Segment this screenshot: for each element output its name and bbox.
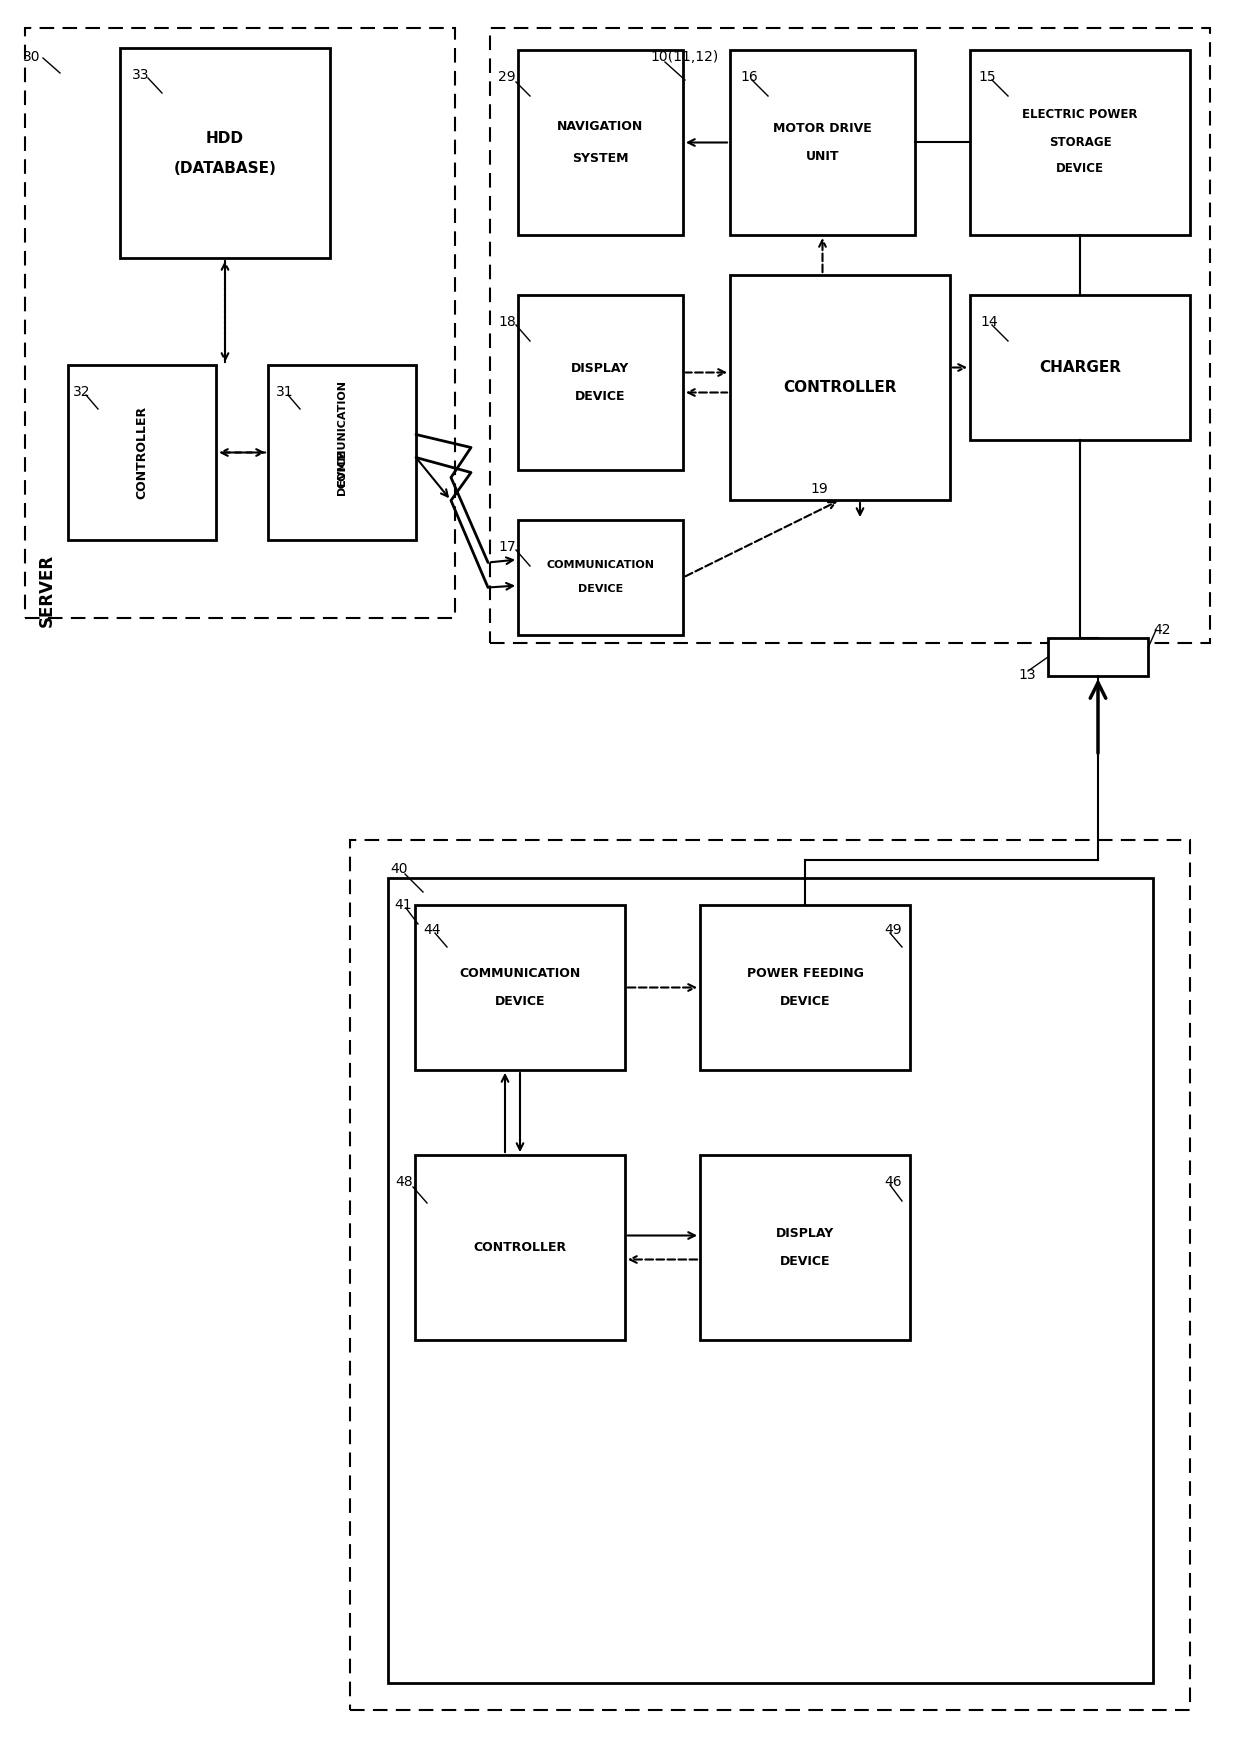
Text: 19: 19	[810, 481, 828, 495]
Text: 17: 17	[498, 541, 516, 555]
Bar	[388, 877, 1153, 1683]
Bar	[518, 295, 683, 469]
Bar	[415, 1155, 625, 1339]
Bar	[120, 49, 330, 258]
Bar	[701, 1155, 910, 1339]
Bar	[518, 520, 683, 635]
Text: COMMUNICATION: COMMUNICATION	[459, 966, 580, 980]
Text: 46: 46	[884, 1175, 901, 1189]
Text: 32: 32	[73, 385, 91, 399]
Text: DEVICE: DEVICE	[1056, 162, 1104, 174]
Text: 18: 18	[498, 316, 516, 330]
Text: HDD: HDD	[206, 131, 244, 146]
Text: CONTROLLER: CONTROLLER	[135, 406, 149, 499]
Text: (DATABASE): (DATABASE)	[174, 162, 277, 176]
Text: 40: 40	[391, 862, 408, 875]
Text: NAVIGATION: NAVIGATION	[557, 120, 644, 133]
Bar	[268, 364, 415, 541]
Text: DEVICE: DEVICE	[780, 996, 831, 1008]
Text: COMMUNICATION: COMMUNICATION	[547, 560, 655, 570]
Text: 31: 31	[277, 385, 294, 399]
Bar	[68, 364, 216, 541]
Text: ELECTRIC POWER: ELECTRIC POWER	[1022, 108, 1138, 120]
Text: STORAGE: STORAGE	[1049, 136, 1111, 148]
Bar	[970, 295, 1190, 439]
Text: DEVICE: DEVICE	[575, 391, 626, 403]
Text: DEVICE: DEVICE	[578, 584, 624, 595]
Bar	[518, 51, 683, 235]
Bar	[970, 51, 1190, 235]
Text: 13: 13	[1018, 668, 1035, 682]
Text: 30: 30	[24, 51, 41, 65]
Text: SERVER: SERVER	[38, 553, 56, 626]
Text: DISPLAY: DISPLAY	[572, 363, 630, 375]
Bar	[1048, 638, 1148, 677]
Bar	[25, 28, 455, 617]
Text: 42: 42	[1153, 623, 1171, 637]
Text: 44: 44	[423, 923, 440, 937]
Bar	[490, 28, 1210, 644]
Text: 14: 14	[980, 316, 998, 330]
Text: 41: 41	[394, 898, 412, 912]
Bar	[350, 841, 1190, 1711]
Text: DISPLAY: DISPLAY	[776, 1228, 835, 1240]
Text: 49: 49	[884, 923, 901, 937]
Text: 48: 48	[396, 1175, 413, 1189]
Text: CHARGER: CHARGER	[1039, 359, 1121, 375]
Bar	[701, 905, 910, 1071]
Text: CONTROLLER: CONTROLLER	[784, 380, 897, 394]
Text: COMMUNICATION: COMMUNICATION	[337, 380, 347, 488]
Text: 16: 16	[740, 70, 758, 84]
Bar	[730, 276, 950, 501]
Text: CONTROLLER: CONTROLLER	[474, 1242, 567, 1254]
Text: 15: 15	[978, 70, 996, 84]
Text: MOTOR DRIVE: MOTOR DRIVE	[773, 122, 872, 134]
Text: 10(11,12): 10(11,12)	[650, 51, 718, 65]
Text: 33: 33	[131, 68, 150, 82]
Text: 29: 29	[498, 70, 516, 84]
Text: DEVICE: DEVICE	[495, 996, 546, 1008]
Text: DEVICE: DEVICE	[780, 1256, 831, 1268]
Text: DEVICE: DEVICE	[337, 450, 347, 495]
Bar	[415, 905, 625, 1071]
Bar	[730, 51, 915, 235]
Text: SYSTEM: SYSTEM	[572, 152, 629, 166]
Text: UNIT: UNIT	[806, 150, 839, 162]
Text: POWER FEEDING: POWER FEEDING	[746, 966, 863, 980]
